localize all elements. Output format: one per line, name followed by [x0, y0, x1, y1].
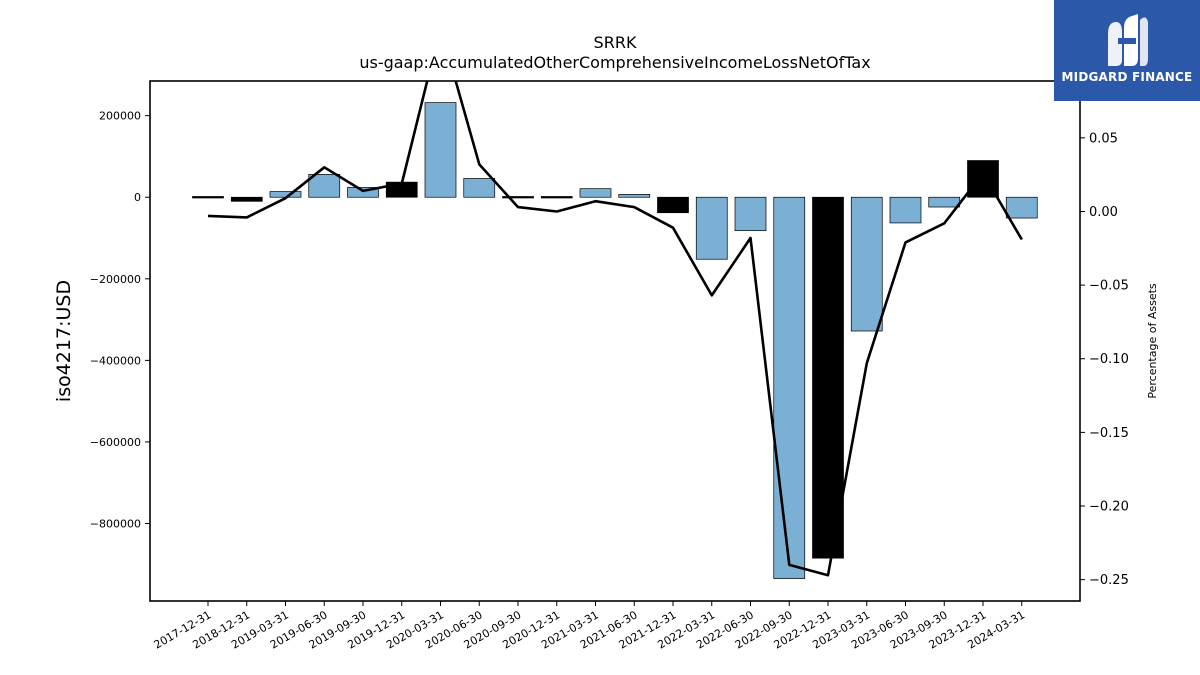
y2-axis-label: Percentage of Assets	[1146, 283, 1159, 399]
y-tick-label: −800000	[90, 518, 141, 531]
logo-text: MIDGARD FINANCE	[1061, 70, 1193, 84]
bar-2021-12-31	[657, 196, 689, 214]
bar-2023-06-30	[889, 196, 922, 224]
y2-tick-label: −0.20	[1089, 500, 1129, 515]
midgard-logo-icon	[1108, 14, 1148, 66]
plot-frame	[149, 80, 1081, 602]
bar-2020-03-31	[424, 102, 457, 198]
bar-2023-03-31	[850, 196, 883, 332]
bar-2022-09-30	[773, 196, 806, 579]
y-axis-ticks: 200000 0 −200000 −400000 −600000 −800000	[90, 110, 150, 531]
y2-tick-label: −0.25	[1089, 573, 1129, 588]
bar-2017-12-31	[192, 196, 224, 199]
bar-2020-12-31	[540, 196, 573, 199]
bar-2020-06-30	[463, 178, 496, 198]
percentage-line-group	[207, 81, 1023, 577]
bar-2022-12-31	[812, 196, 844, 559]
bar-2022-03-31	[695, 196, 728, 260]
y2-tick-label: 0.00	[1089, 205, 1118, 220]
x-axis-ticks: 2017-12-312018-12-312019-03-312019-06-30…	[152, 601, 1027, 652]
bar-2024-03-31	[1005, 196, 1038, 219]
y-tick-label: −400000	[90, 354, 141, 367]
bar-2020-09-30	[502, 196, 534, 199]
y2-axis-ticks: 0.05 0.00 −0.05 −0.10 −0.15 −0.20 −0.25	[1080, 131, 1129, 588]
y-tick-label: −600000	[90, 436, 141, 449]
bar-group	[192, 102, 1038, 579]
bar-2018-12-31	[230, 196, 263, 202]
chart-subtitle: us-gaap:AccumulatedOtherComprehensiveInc…	[359, 53, 870, 72]
bar-2022-06-30	[734, 196, 767, 232]
y-tick-label: 200000	[99, 110, 141, 123]
y2-tick-label: 0.05	[1089, 131, 1118, 146]
bar-2019-03-31	[269, 191, 302, 198]
y2-tick-label: −0.10	[1089, 352, 1129, 367]
bar-2023-09-30	[928, 196, 961, 208]
midgard-finance-logo: MIDGARD FINANCE	[1054, 0, 1200, 101]
percentage-line	[207, 81, 1023, 577]
y2-tick-label: −0.05	[1089, 279, 1129, 294]
bar-2021-06-30	[618, 194, 651, 198]
bar-2021-03-31	[579, 188, 612, 198]
y-tick-label: −200000	[90, 273, 141, 286]
y-tick-label: 0	[134, 191, 141, 204]
y2-tick-label: −0.15	[1089, 426, 1129, 441]
y-axis-label: iso4217:USD	[53, 280, 75, 402]
chart-title: SRRK	[594, 33, 637, 52]
bar-2019-06-30	[308, 174, 341, 198]
bar-2019-09-30	[347, 187, 379, 198]
